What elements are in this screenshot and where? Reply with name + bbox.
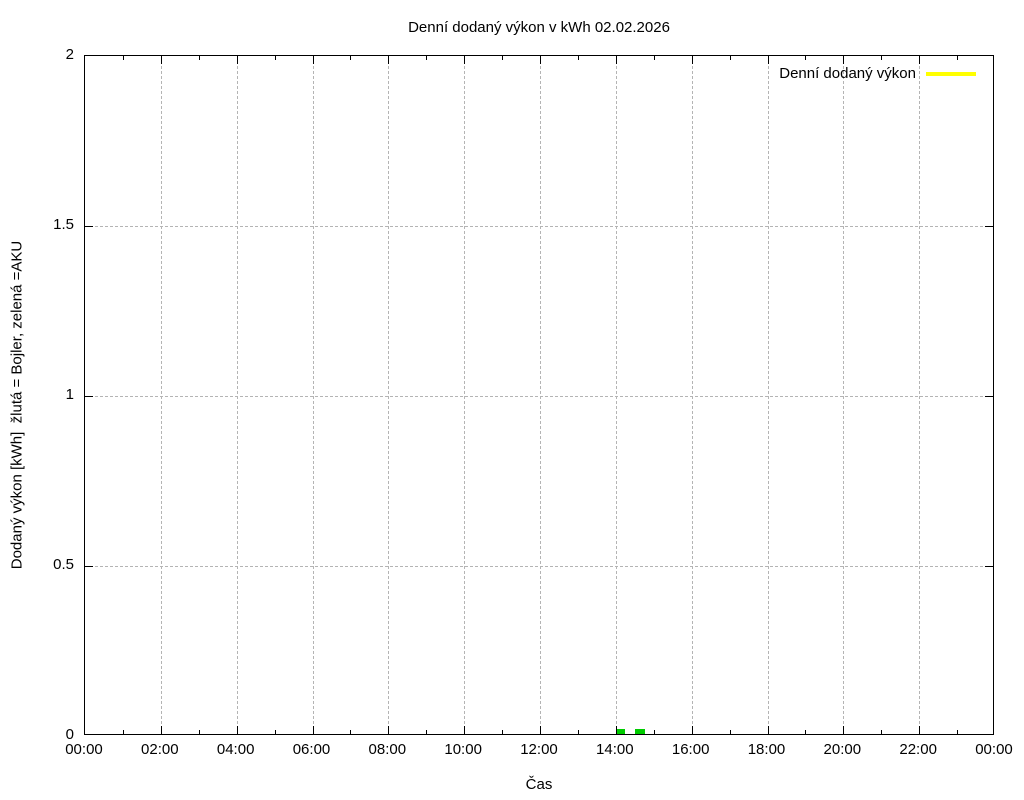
horizontal-gridline (85, 396, 993, 397)
x-minor-tick-top (729, 56, 731, 60)
x-minor-tick-bottom (198, 730, 200, 734)
x-major-tick-bottom (767, 726, 769, 734)
x-minor-tick-bottom (122, 730, 124, 734)
vertical-gridline (691, 56, 693, 734)
data-segment-aku (634, 728, 645, 734)
legend-line-sample (926, 71, 976, 76)
x-tick-label: 22:00 (899, 741, 937, 758)
x-minor-tick-top (426, 56, 428, 60)
x-minor-tick-top (274, 56, 276, 60)
x-major-tick-top (160, 56, 162, 64)
x-minor-tick-top (881, 56, 883, 60)
x-major-tick-top (615, 56, 617, 64)
y-major-tick-right (985, 566, 993, 567)
x-tick-label: 08:00 (368, 741, 407, 758)
data-segment-aku (617, 728, 625, 734)
y-major-tick-left (85, 396, 93, 397)
y-major-tick-right (985, 226, 993, 227)
x-minor-tick-bottom (729, 730, 731, 734)
x-tick-label: 02:00 (141, 741, 179, 758)
x-major-tick-top (388, 56, 390, 64)
vertical-gridline (464, 56, 466, 734)
x-major-tick-top (312, 56, 314, 64)
x-major-tick-top (767, 56, 769, 64)
x-tick-label: 20:00 (823, 741, 862, 758)
x-major-tick-bottom (615, 726, 617, 734)
horizontal-gridline (85, 226, 993, 227)
x-major-tick-top (540, 56, 541, 64)
vertical-gridline (919, 56, 921, 734)
x-major-tick-bottom (540, 726, 541, 734)
x-major-tick-bottom (160, 726, 162, 734)
x-major-tick-top (464, 56, 466, 64)
x-minor-tick-bottom (577, 730, 579, 734)
x-minor-tick-bottom (502, 730, 504, 734)
x-minor-tick-top (957, 56, 959, 60)
x-minor-tick-top (502, 56, 504, 60)
x-major-tick-top (919, 56, 921, 64)
x-major-tick-bottom (919, 726, 921, 734)
x-major-tick-top (236, 56, 238, 64)
x-minor-tick-bottom (957, 730, 959, 734)
x-minor-tick-top (122, 56, 124, 60)
x-minor-tick-top (653, 56, 655, 60)
x-tick-label: 06:00 (292, 741, 331, 758)
vertical-gridline (160, 56, 162, 734)
vertical-gridline (843, 56, 845, 734)
chart-title: Denní dodaný výkon v kWh 02.02.2026 (408, 19, 670, 36)
y-axis-label: Dodaný výkon [kWh] žlutá = Bojler, zelen… (8, 240, 26, 570)
x-minor-tick-top (805, 56, 807, 60)
x-minor-tick-bottom (653, 730, 655, 734)
x-tick-label: 00:00 (65, 741, 103, 758)
y-tick-label: 1.5 (53, 216, 74, 233)
x-major-tick-bottom (843, 726, 845, 734)
plot-area: Denní dodaný výkon (84, 55, 994, 735)
x-major-tick-bottom (464, 726, 466, 734)
vertical-gridline (767, 56, 769, 734)
x-tick-label: 04:00 (216, 741, 255, 758)
x-tick-label: 12:00 (520, 741, 558, 758)
vertical-gridline (312, 56, 314, 734)
x-major-tick-bottom (691, 726, 693, 734)
legend: Denní dodaný výkon (779, 65, 976, 82)
x-major-tick-top (691, 56, 693, 64)
x-tick-label: 00:00 (975, 741, 1013, 758)
y-major-tick-left (85, 566, 93, 567)
x-minor-tick-top (350, 56, 352, 60)
x-minor-tick-bottom (350, 730, 352, 734)
x-major-tick-bottom (312, 726, 314, 734)
x-minor-tick-bottom (805, 730, 807, 734)
vertical-gridline (540, 56, 541, 734)
horizontal-gridline (85, 566, 993, 567)
x-minor-tick-top (577, 56, 579, 60)
x-tick-label: 16:00 (671, 741, 710, 758)
y-tick-label: 2 (65, 46, 74, 63)
vertical-gridline (236, 56, 238, 734)
vertical-gridline (388, 56, 390, 734)
legend-label: Denní dodaný výkon (779, 65, 916, 82)
x-axis-label: Čas (525, 776, 553, 793)
x-tick-label: 18:00 (747, 741, 786, 758)
y-tick-label: 0.5 (53, 556, 74, 573)
x-major-tick-bottom (388, 726, 390, 734)
vertical-gridline (615, 56, 617, 734)
x-minor-tick-bottom (881, 730, 883, 734)
x-minor-tick-bottom (274, 730, 276, 734)
x-major-tick-bottom (236, 726, 238, 734)
x-tick-label: 10:00 (444, 741, 482, 758)
x-major-tick-top (843, 56, 845, 64)
x-minor-tick-top (198, 56, 200, 60)
y-tick-label: 1 (65, 386, 74, 403)
y-major-tick-right (985, 396, 993, 397)
x-minor-tick-bottom (426, 730, 428, 734)
x-tick-label: 14:00 (596, 741, 634, 758)
y-tick-label: 0 (65, 726, 74, 743)
y-major-tick-left (85, 226, 93, 227)
